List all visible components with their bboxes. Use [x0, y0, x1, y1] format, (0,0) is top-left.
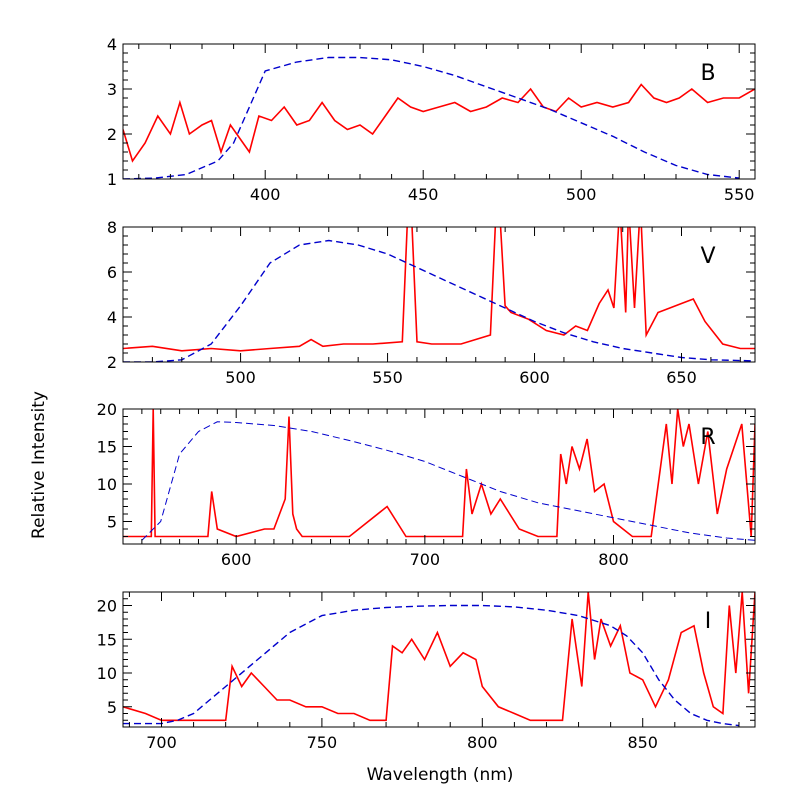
panel-v: 500 550 600 650 2 4 6 8 V — [107, 218, 756, 387]
series-group — [123, 592, 755, 727]
x-tick-label: 700 — [146, 733, 177, 752]
plot-frame — [122, 226, 756, 363]
y-tick-label: 15 — [97, 630, 117, 649]
x-tick-label: 850 — [627, 733, 658, 752]
series-group — [123, 409, 755, 541]
y-tick-label: 20 — [97, 400, 117, 419]
y-tick-label: 15 — [97, 438, 117, 457]
y-tick-label: 6 — [107, 263, 117, 282]
x-tick-label: 800 — [598, 550, 629, 569]
y-tick-label: 2 — [107, 125, 117, 144]
y-tick-label: 10 — [97, 475, 117, 494]
x-tick-label: 500 — [566, 185, 597, 204]
x-tick-label: 800 — [467, 733, 498, 752]
x-tick-label: 750 — [307, 733, 338, 752]
y-tick-label: 4 — [107, 35, 117, 54]
plot-frame — [122, 408, 756, 545]
plot-frame — [122, 43, 756, 180]
y-tick-label: 10 — [97, 664, 117, 683]
panel-r: 600 700 800 5 10 15 20 R — [97, 400, 756, 569]
y-tick-label: 8 — [107, 218, 117, 237]
band-label: V — [700, 244, 715, 269]
y-axis-label: Relative Intensity — [29, 391, 49, 539]
x-tick-label: 500 — [225, 368, 256, 387]
y-tick-label: 3 — [107, 80, 117, 99]
filter-curve-line — [123, 604, 740, 727]
x-tick-label: 550 — [372, 368, 403, 387]
panels-container: 400 450 500 550 1 2 3 4 B 500 550 600 650 2 4 6 8 V 600 700… — [97, 35, 756, 752]
y-tick-label: 5 — [107, 698, 117, 717]
panel-b: 400 450 500 550 1 2 3 4 B — [107, 35, 756, 204]
spectrum-line — [123, 227, 755, 352]
panel-i: 700 750 800 850 5 10 15 20 I — [97, 591, 756, 752]
x-tick-label: 650 — [666, 368, 697, 387]
x-tick-label: 600 — [221, 550, 252, 569]
y-tick-label: 20 — [97, 597, 117, 616]
x-tick-label: 700 — [410, 550, 441, 569]
x-tick-label: 450 — [408, 185, 439, 204]
x-tick-label: 400 — [250, 185, 281, 204]
x-axis-label: Wavelength (nm) — [367, 765, 514, 785]
filter-curve-line — [123, 56, 740, 179]
filter-curve-line — [123, 239, 755, 362]
spectrum-line — [123, 409, 755, 538]
band-label: I — [705, 609, 712, 634]
series-group — [123, 56, 755, 179]
series-group — [123, 227, 755, 362]
x-tick-label: 550 — [724, 185, 755, 204]
spectrum-line — [123, 592, 755, 722]
y-tick-label: 1 — [107, 170, 117, 189]
y-tick-label: 2 — [107, 353, 117, 372]
spectrum-line — [123, 83, 755, 163]
plot-frame — [122, 591, 756, 728]
y-tick-label: 5 — [107, 513, 117, 532]
y-tick-label: 4 — [107, 308, 117, 327]
band-label: B — [700, 61, 715, 86]
band-label: R — [700, 425, 715, 450]
filter-curve-line — [141, 421, 755, 541]
x-tick-label: 600 — [519, 368, 550, 387]
